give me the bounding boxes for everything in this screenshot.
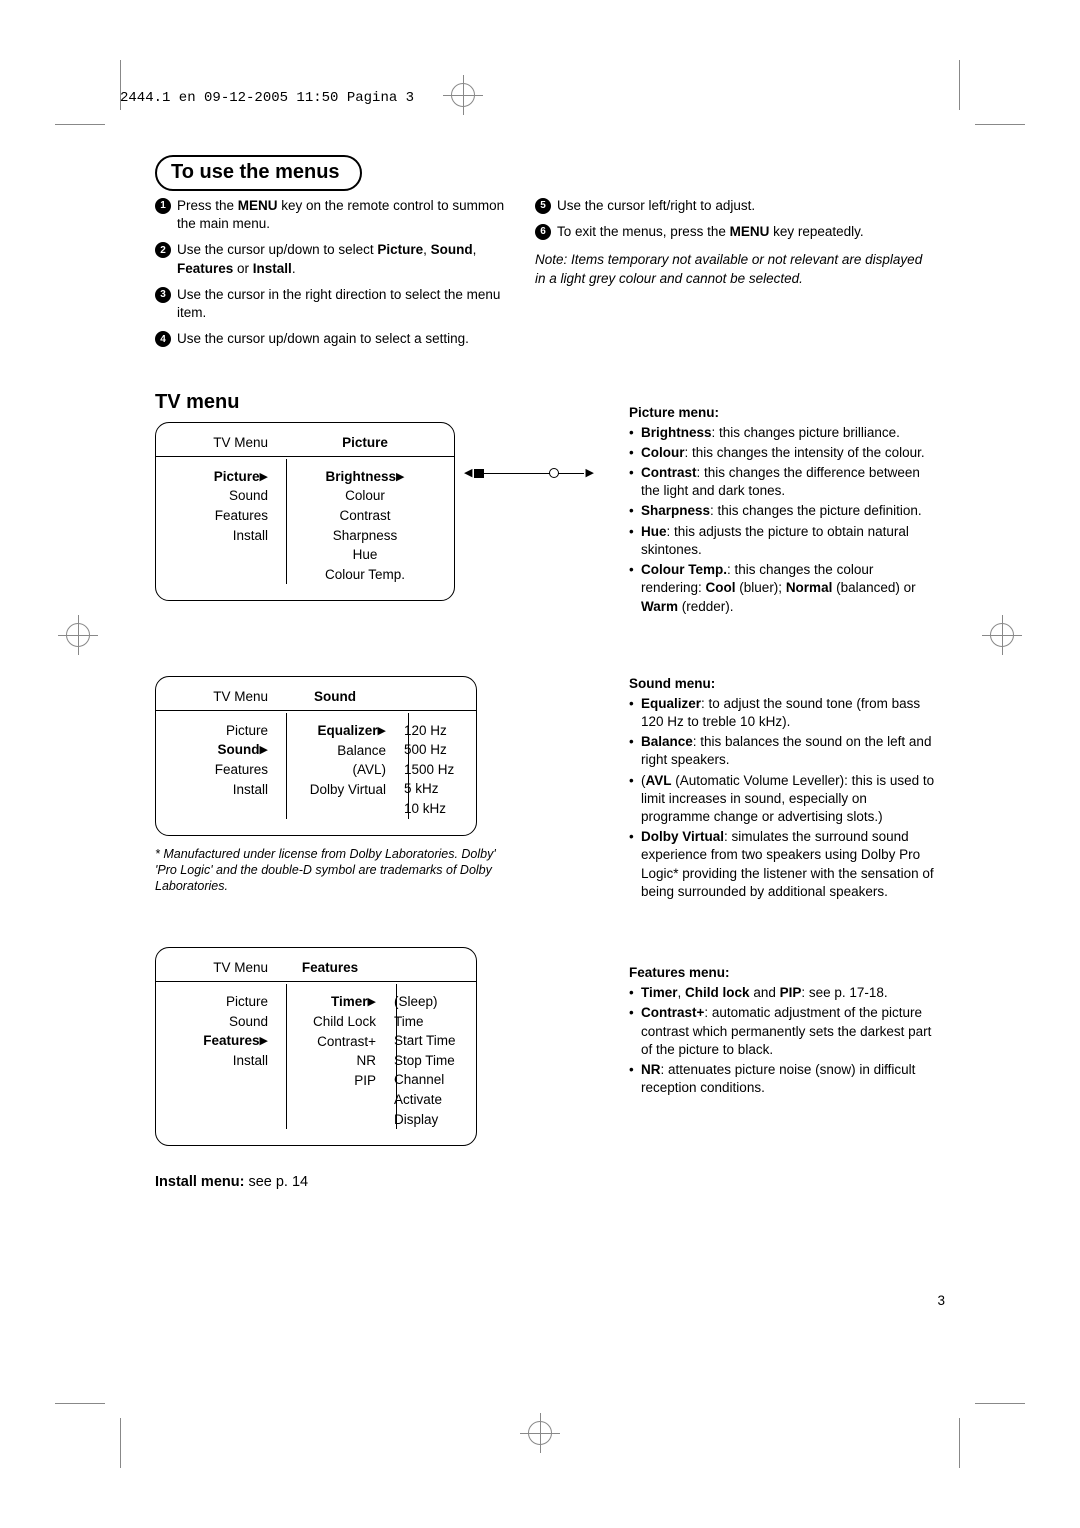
menu-item: Display [394, 1110, 464, 1130]
step-number-icon: 1 [155, 198, 171, 214]
registration-mark [520, 1413, 560, 1453]
menu-item: 5 kHz [404, 779, 474, 799]
menu-card-sound: TV Menu Sound PictureSound ▶FeaturesInst… [155, 676, 477, 836]
bullet-item: Colour: this changes the intensity of th… [629, 444, 935, 462]
menu-item: PIP [280, 1071, 376, 1091]
menu-item: (AVL) [280, 760, 386, 780]
bullet-item: Dolby Virtual: simulates the surround so… [629, 828, 935, 901]
menu-item: 10 kHz [404, 799, 474, 819]
crop-mark [55, 124, 105, 125]
menu-header-right: Picture [342, 435, 388, 450]
crop-mark [120, 1418, 121, 1468]
menu-card-features: TV Menu Features PictureSoundFeatures ▶I… [155, 947, 477, 1146]
heading-use-menus: To use the menus [155, 155, 362, 191]
menu-item: Install [156, 1051, 268, 1071]
menu-item: Time [394, 1012, 464, 1032]
slider-brightness: ◀ ▶ [464, 467, 594, 480]
features-menu-title: Features menu: [629, 965, 935, 980]
menu-item: Picture [156, 992, 268, 1012]
crop-mark [55, 1403, 105, 1404]
bullet-item: Contrast+: automatic adjustment of the p… [629, 1004, 935, 1059]
menu-item: Brightness ▶ [280, 467, 450, 487]
bullet-item: Hue: this adjusts the picture to obtain … [629, 523, 935, 559]
step-item: 1Press the MENU key on the remote contro… [155, 197, 505, 233]
menu-item: Channel [394, 1070, 464, 1090]
step-number-icon: 6 [535, 224, 551, 240]
step-number-icon: 2 [155, 242, 171, 258]
sound-menu-title: Sound menu: [629, 676, 935, 691]
bullet-item: Equalizer: to adjust the sound tone (fro… [629, 695, 935, 731]
step-item: 4Use the cursor up/down again to select … [155, 330, 505, 348]
menu-item: Contrast+ [280, 1032, 376, 1052]
note-text: Note: Items temporary not available or n… [535, 251, 935, 287]
bullet-item: Balance: this balances the sound on the … [629, 733, 935, 769]
crop-mark [975, 1403, 1025, 1404]
menu-item: Child Lock [280, 1012, 376, 1032]
picture-menu-title: Picture menu: [629, 405, 935, 420]
menu-item: Balance [280, 741, 386, 761]
registration-mark [982, 615, 1022, 655]
menu-item: Picture [156, 721, 268, 741]
bullet-item: NR: attenuates picture noise (snow) in d… [629, 1061, 935, 1097]
menu-item: Picture ▶ [156, 467, 268, 487]
step-item: 2Use the cursor up/down to select Pictur… [155, 241, 505, 277]
menu-item: 1500 Hz [404, 760, 474, 780]
bullet-item: Colour Temp.: this changes the colour re… [629, 561, 935, 616]
crop-mark [959, 60, 960, 110]
registration-mark [443, 75, 483, 115]
menu-item: Activate [394, 1090, 464, 1110]
step-item: 3Use the cursor in the right direction t… [155, 286, 505, 322]
menu-header-left: TV Menu [213, 960, 268, 975]
menu-item: Install [156, 526, 268, 546]
menu-header-left: TV Menu [213, 435, 268, 450]
menu-item: Sharpness [280, 526, 450, 546]
menu-card-picture: TV Menu Picture Picture ▶SoundFeaturesIn… [155, 422, 455, 602]
menu-item: Features ▶ [156, 1031, 268, 1051]
menu-item: NR [280, 1051, 376, 1071]
step-number-icon: 3 [155, 287, 171, 303]
heading-tv-menu: TV menu [155, 391, 601, 414]
menu-item: 120 Hz [404, 721, 474, 741]
step-number-icon: 5 [535, 198, 551, 214]
menu-item: Sound [156, 1012, 268, 1032]
menu-item: Features [156, 506, 268, 526]
bullet-item: (AVL (Automatic Volume Leveller): this i… [629, 772, 935, 827]
step-item: 6To exit the menus, press the MENU key r… [535, 223, 935, 241]
menu-item: Contrast [280, 506, 450, 526]
bullet-item: Brightness: this changes picture brillia… [629, 424, 935, 442]
registration-mark [58, 615, 98, 655]
menu-header-left: TV Menu [213, 689, 268, 704]
menu-item: Colour Temp. [280, 565, 450, 585]
bullet-item: Sharpness: this changes the picture defi… [629, 502, 935, 520]
menu-item: (Sleep) [394, 992, 464, 1012]
menu-item: Stop Time [394, 1051, 464, 1071]
install-menu-line: Install menu: see p. 14 [155, 1174, 935, 1190]
crop-mark [959, 1418, 960, 1468]
menu-header-right: Sound [314, 689, 356, 704]
menu-header-right: Features [302, 960, 358, 975]
bullet-item: Timer, Child lock and PIP: see p. 17-18. [629, 984, 935, 1002]
menu-item: Equalizer ▶ [280, 721, 386, 741]
menu-item: Sound [156, 486, 268, 506]
crop-mark [975, 124, 1025, 125]
menu-item: Sound ▶ [156, 740, 268, 760]
dolby-footnote: * Manufactured under license from Dolby … [155, 846, 515, 895]
menu-item: Features [156, 760, 268, 780]
step-item: 5Use the cursor left/right to adjust. [535, 197, 935, 215]
step-number-icon: 4 [155, 331, 171, 347]
menu-item: Timer ▶ [280, 992, 376, 1012]
menu-item: Install [156, 780, 268, 800]
print-header: 2444.1 en 09-12-2005 11:50 Pagina 3 [120, 90, 414, 106]
menu-item: Start Time [394, 1031, 464, 1051]
menu-item: Hue [280, 545, 450, 565]
menu-item: Colour [280, 486, 450, 506]
menu-item: Dolby Virtual [280, 780, 386, 800]
menu-item: 500 Hz [404, 740, 474, 760]
page-number: 3 [937, 1293, 945, 1308]
bullet-item: Contrast: this changes the difference be… [629, 464, 935, 500]
